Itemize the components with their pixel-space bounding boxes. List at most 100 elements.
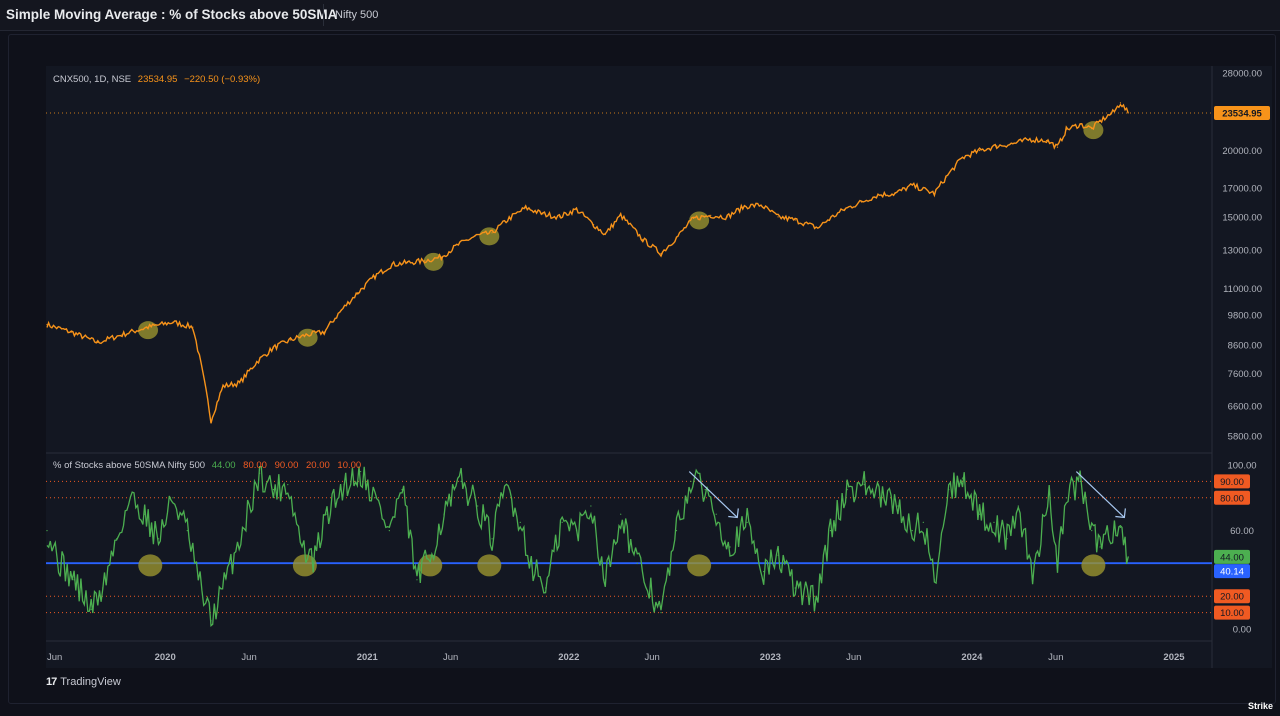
breadth-data-point — [746, 521, 748, 524]
price-data-point — [97, 341, 99, 344]
price-data-point — [794, 219, 796, 221]
breadth-data-point — [186, 530, 188, 532]
price-data-point — [961, 157, 964, 159]
price-data-point — [777, 216, 779, 218]
breadth-data-point — [704, 489, 706, 491]
breadth-data-point — [429, 554, 431, 556]
price-highlight-marker — [138, 321, 159, 340]
price-data-point — [620, 214, 622, 216]
price-data-point — [675, 237, 678, 239]
breadth-data-point — [660, 612, 662, 614]
breadth-data-point — [561, 521, 563, 524]
price-data-point — [256, 361, 258, 363]
breadth-data-point — [880, 497, 882, 499]
breadth-data-point — [863, 484, 865, 486]
breadth-data-point — [794, 587, 796, 589]
breadth-legend-level-10: 10.00 — [337, 460, 361, 471]
breadth-data-point — [1032, 579, 1034, 581]
price-highlight-marker — [1083, 121, 1104, 140]
price-tick-label: 9800.00 — [1228, 311, 1262, 322]
price-data-point — [374, 275, 376, 277]
price-data-point — [289, 339, 292, 341]
price-data-point — [1079, 123, 1081, 126]
breadth-data-point — [172, 497, 174, 499]
time-axis-label: Jun — [1048, 652, 1063, 663]
price-data-point — [147, 326, 149, 328]
breadth-data-point — [1065, 497, 1067, 499]
breadth-data-point — [636, 562, 638, 565]
price-data-point — [860, 201, 863, 203]
price-data-point — [457, 244, 459, 246]
time-axis-label: Jun — [645, 652, 660, 663]
breadth-data-point — [729, 546, 731, 548]
breadth-data-point — [157, 538, 160, 540]
price-legend-value: 23534.95 — [138, 74, 178, 85]
breadth-data-point — [690, 480, 692, 482]
breadth-data-point — [545, 587, 547, 589]
breadth-data-point — [505, 484, 508, 486]
breadth-data-point — [388, 530, 390, 532]
price-data-point — [660, 252, 662, 255]
midline-tag-label: 40.14 — [1220, 567, 1244, 578]
breadth-data-point — [301, 546, 303, 548]
breadth-data-point — [1079, 480, 1081, 482]
index-name[interactable]: Nifty 500 — [335, 9, 379, 21]
breadth-data-point — [829, 530, 832, 532]
breadth-data-point — [777, 554, 779, 556]
breadth-data-point — [604, 579, 606, 581]
breadth-data-point — [1127, 556, 1129, 558]
breadth-data-point — [129, 497, 131, 499]
level-tag-90.00 — [1214, 474, 1250, 489]
breadth-legend-level-20: 20.00 — [306, 460, 330, 471]
price-data-point — [508, 217, 510, 220]
price-data-point — [827, 219, 829, 221]
price-data-point — [693, 217, 695, 220]
price-highlight-marker — [297, 328, 318, 347]
price-data-point — [525, 207, 527, 209]
title-divider — [323, 4, 324, 26]
breadth-data-point — [258, 472, 261, 474]
breadth-data-point — [530, 562, 532, 565]
breadth-data-point — [115, 538, 118, 540]
breadth-data-point — [460, 480, 462, 482]
breadth-legend-value: 44.00 — [212, 460, 236, 471]
breadth-tick-label: 60.00 — [1230, 526, 1254, 537]
price-data-point — [1012, 143, 1014, 145]
strike-watermark: Strike — [1248, 701, 1274, 711]
breadth-data-point — [933, 579, 935, 581]
price-data-point — [1029, 138, 1031, 140]
breadth-highlight-marker — [477, 554, 502, 577]
breadth-data-point — [1017, 505, 1019, 507]
breadth-legend-level-80: 80.00 — [243, 460, 267, 471]
price-tick-label: 7600.00 — [1228, 369, 1262, 380]
breadth-data-point — [911, 530, 913, 532]
price-data-point — [911, 184, 913, 186]
breadth-data-point — [715, 513, 717, 515]
axis-layer: 28000.00 20000.00 17000.00 15000.00 13000.00… — [47, 69, 1270, 663]
breadth-legend-level-90: 90.00 — [275, 460, 299, 471]
price-data-point — [440, 256, 442, 258]
time-axis-label: 2022 — [558, 652, 579, 663]
price-data-point — [192, 326, 194, 328]
price-data-point — [406, 262, 409, 264]
annotation-arrow-shaft — [1075, 471, 1125, 518]
price-data-point — [172, 321, 174, 323]
breadth-tick-label: 0.00 — [1233, 625, 1252, 636]
tradingview-label: TradingView — [60, 676, 121, 688]
price-tick-label: 8600.00 — [1228, 341, 1262, 352]
price-highlight-marker — [689, 211, 710, 230]
price-tick-label: 11000.00 — [1223, 284, 1262, 295]
time-axis-label: Jun — [443, 652, 458, 663]
breadth-legend: % of Stocks above 50SMA Nifty 500 44.00 … — [53, 460, 361, 471]
breadth-data-point — [102, 587, 104, 589]
price-data-point — [46, 324, 48, 326]
current-value-tag-label: 44.00 — [1220, 552, 1244, 563]
price-data-point — [323, 331, 325, 333]
price-data-point — [558, 216, 561, 218]
breadth-data-point — [443, 513, 445, 515]
tradingview-logo[interactable]: 17 TradingView — [46, 676, 121, 688]
price-data-point — [357, 292, 359, 294]
breadth-data-point — [993, 521, 995, 524]
price-data-point — [726, 216, 728, 218]
